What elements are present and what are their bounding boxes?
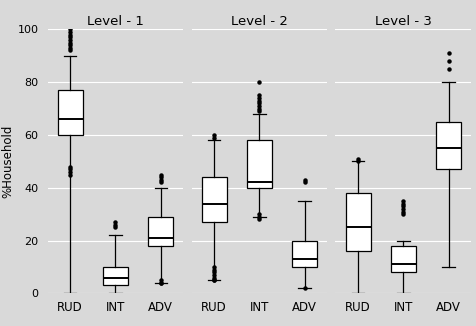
Title: Level - 3: Level - 3 (375, 15, 432, 28)
Title: Level - 2: Level - 2 (231, 15, 288, 28)
Title: Level - 1: Level - 1 (87, 15, 144, 28)
PathPatch shape (292, 241, 317, 267)
PathPatch shape (103, 267, 128, 286)
PathPatch shape (202, 177, 227, 222)
Y-axis label: %Household: %Household (2, 125, 15, 198)
PathPatch shape (391, 246, 416, 272)
PathPatch shape (247, 140, 272, 188)
PathPatch shape (58, 90, 83, 135)
PathPatch shape (436, 122, 461, 169)
PathPatch shape (149, 217, 173, 246)
PathPatch shape (346, 193, 370, 251)
